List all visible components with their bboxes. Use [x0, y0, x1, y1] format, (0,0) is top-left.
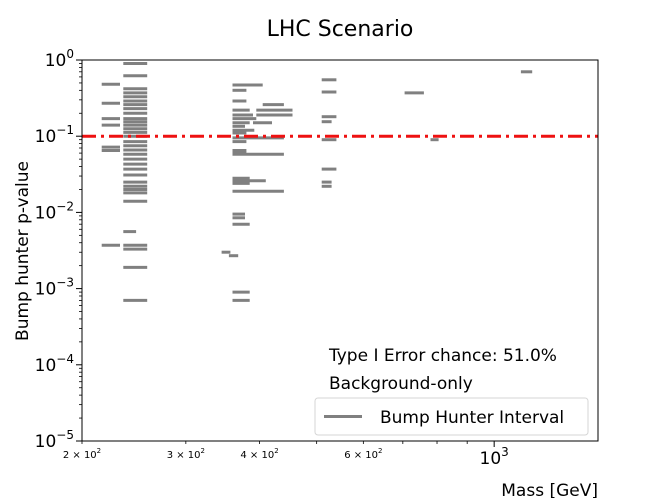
plot-area [82, 62, 598, 302]
x-tick-label: 2 × 102 [63, 447, 101, 461]
y-tick-label: 100 [45, 47, 74, 71]
annotation-type1-error: Type I Error chance: 51.0% [328, 346, 557, 366]
x-axis-label: Mass [GeV] [501, 481, 598, 498]
legend-label: Bump Hunter Interval [380, 408, 564, 428]
x-tick-label: 103 [480, 445, 509, 469]
chart-title: LHC Scenario [267, 17, 414, 42]
y-tick-label: 10−4 [35, 352, 74, 376]
legend-box [314, 397, 589, 436]
y-tick-label: 10−3 [35, 276, 74, 300]
y-axis-label: Bump hunter p-value [13, 161, 33, 341]
x-tick-label: 3 × 102 [167, 447, 205, 461]
y-tick-label: 10−2 [35, 199, 74, 223]
plot-frame [81, 59, 599, 442]
y-tick-label: 10−1 [35, 123, 74, 147]
x-tick-label: 4 × 102 [240, 447, 278, 461]
x-tick-label: 6 × 102 [344, 447, 382, 461]
legend: Bump Hunter Interval [314, 397, 589, 436]
annotation-background-only: Background-only [329, 374, 473, 394]
y-tick-label: 10−5 [35, 428, 74, 452]
